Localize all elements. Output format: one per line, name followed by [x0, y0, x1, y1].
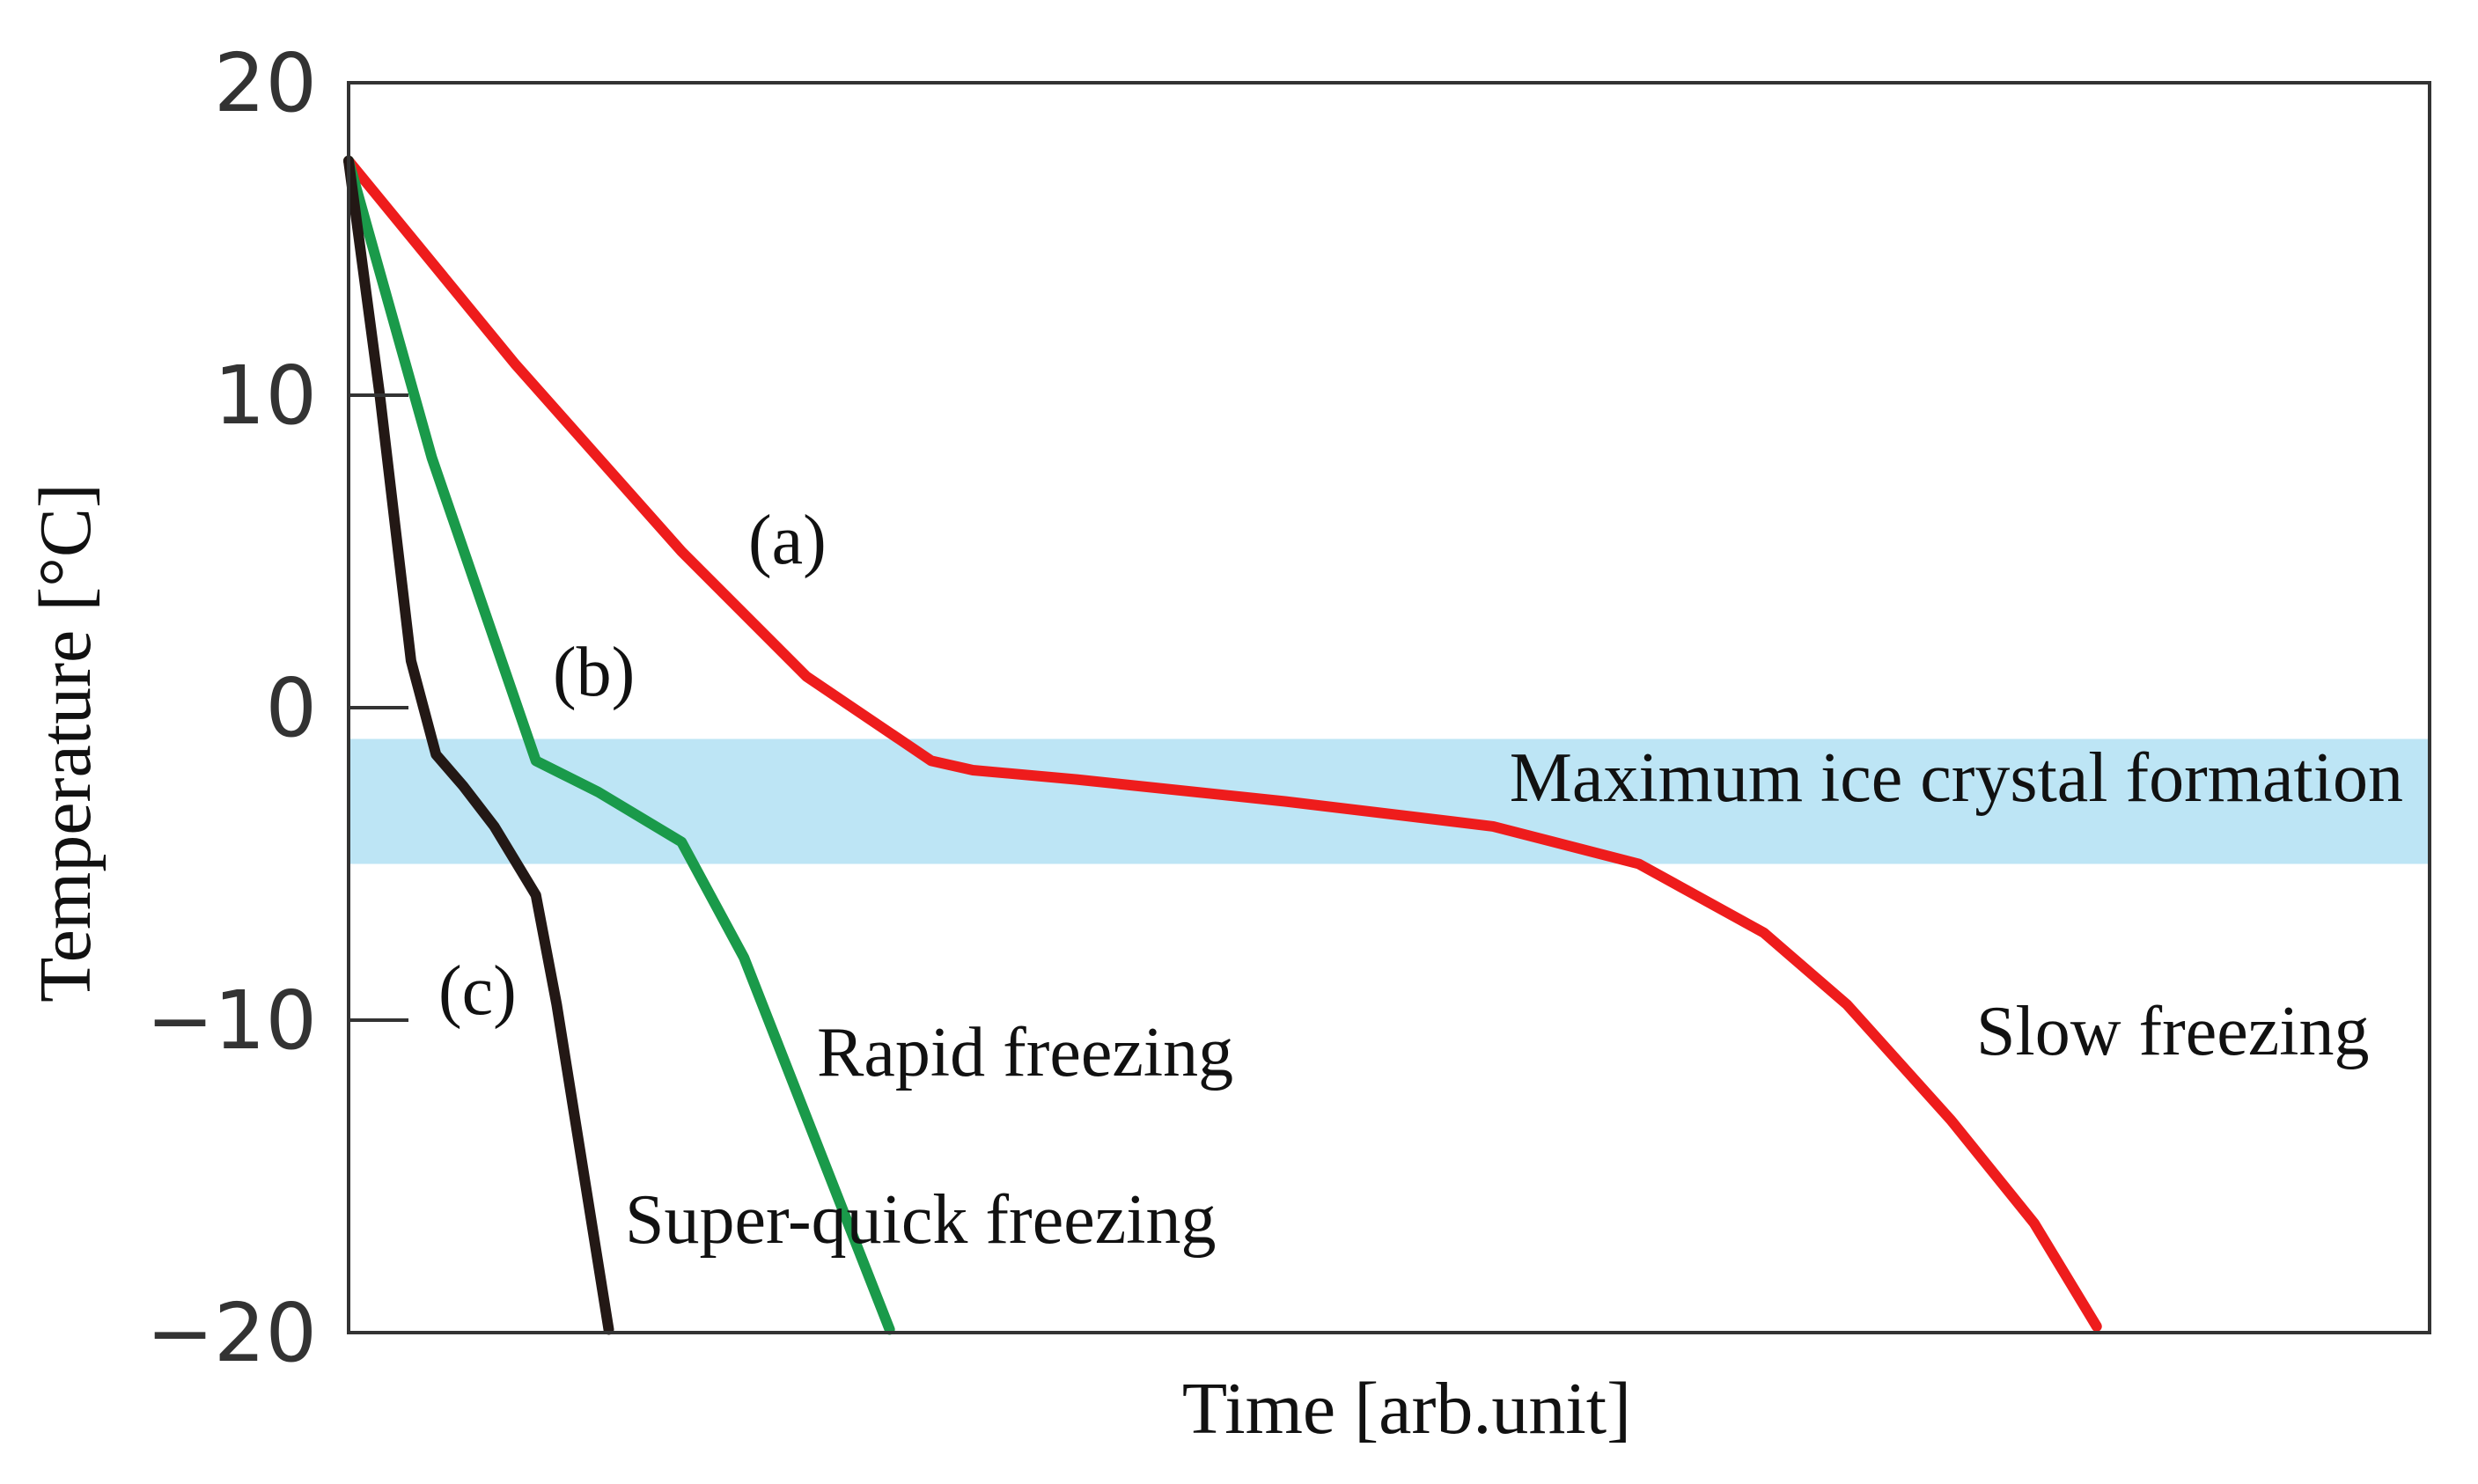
- slow-freezing-label: Slow freezing: [1976, 993, 2370, 1070]
- series-a-marker-label: (a): [748, 502, 827, 579]
- x-axis-label: Time [arb.unit]: [1182, 1368, 1631, 1450]
- series-b-line: [343, 155, 895, 1335]
- y-axis-label: Temperature [°C]: [25, 483, 107, 1003]
- series-b-marker-label: (b): [553, 634, 635, 711]
- y-tick-label: 0: [265, 661, 317, 755]
- series-a-line: [343, 155, 2102, 1332]
- y-tick-label: 10: [214, 349, 317, 443]
- band-label: Maximum ice crystal formation: [1510, 739, 2403, 817]
- y-tick-label: −10: [146, 973, 317, 1068]
- y-tick-label: 20: [214, 36, 317, 130]
- plot-frame: [347, 81, 2431, 1334]
- series-c-line: [343, 155, 614, 1335]
- ice-crystal-band: [349, 738, 2430, 864]
- super-quick-freezing-label: Super-quick freezing: [625, 1181, 1216, 1259]
- y-tick-label: −20: [146, 1286, 317, 1380]
- series-c-marker-label: (c): [438, 952, 517, 1030]
- rapid-freezing-label: Rapid freezing: [817, 1014, 1233, 1091]
